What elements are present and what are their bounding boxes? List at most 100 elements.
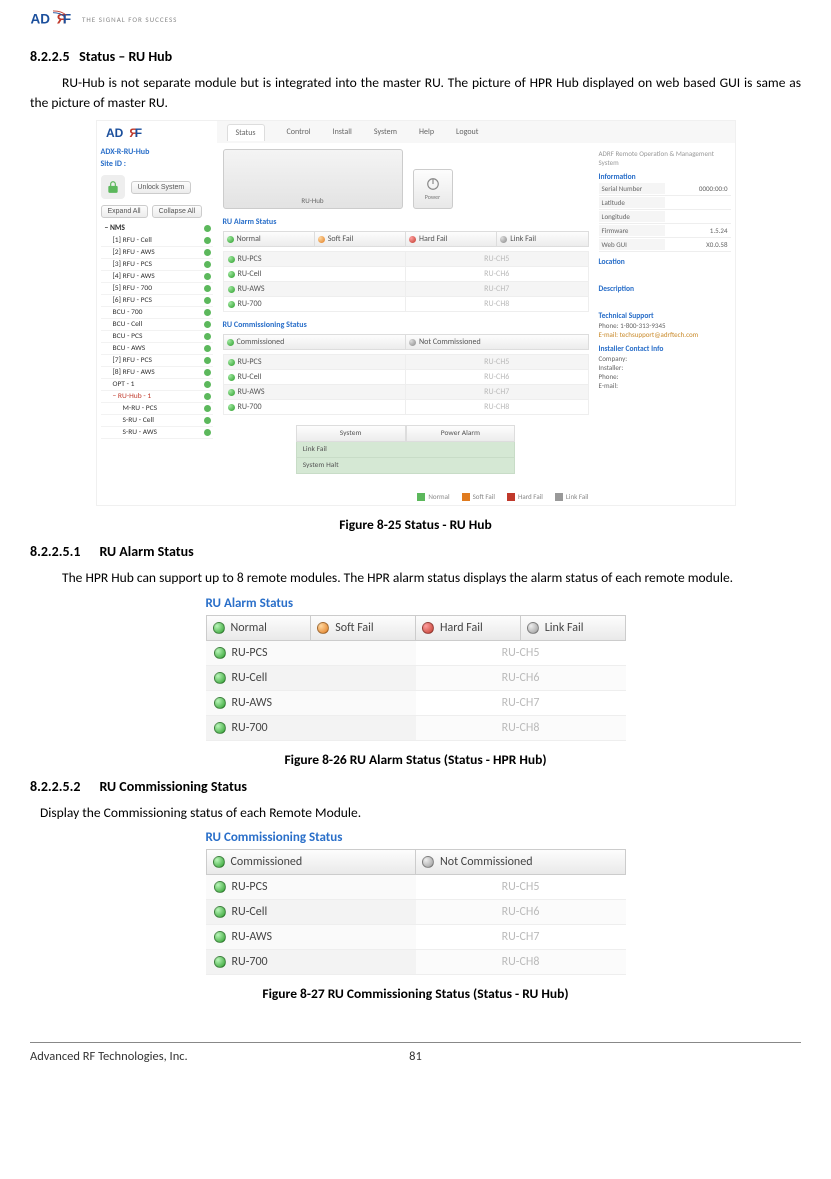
- nav-tree: − NMS [1] RFU - Cell[2] RFU - AWS[3] RFU…: [101, 222, 213, 439]
- info-panel: ADRF Remote Operation & Management Syste…: [595, 145, 735, 505]
- footer-company: Advanced RF Technologies, Inc.: [30, 1049, 287, 1064]
- section-heading-82252: 8.2.2.5.2 RU Commissioning Status: [30, 778, 801, 795]
- data-cell: RU-PCS: [206, 641, 416, 666]
- tree-item[interactable]: BCU - Cell: [101, 319, 213, 331]
- hdr-commissioned: Commissioned: [237, 337, 285, 347]
- sys-head-system: System: [296, 425, 406, 442]
- status-cell: RU-Cell: [224, 370, 407, 385]
- alarm-header-row: Normal Soft Fail Hard Fail Link Fail: [223, 231, 589, 247]
- figure-8-26: RU Alarm Status NormalSoft FailHard Fail…: [30, 596, 801, 741]
- tree-item[interactable]: [4] RFU - AWS: [101, 271, 213, 283]
- data-cell-disabled: RU-CH7: [416, 691, 626, 716]
- comm-header-row: Commissioned Not Commissioned: [223, 334, 589, 350]
- nav-tabs: Status Control Install System Help Logou…: [217, 121, 735, 143]
- header-cell: Commissioned: [206, 849, 417, 875]
- info-header: ADRF Remote Operation & Management Syste…: [599, 149, 731, 167]
- section-title: Status – RU Hub: [79, 48, 172, 65]
- status-cell-disabled: RU-CH6: [406, 267, 589, 282]
- info-row: Latitude: [599, 196, 731, 210]
- tree-item-selected[interactable]: − RU-Hub - 1: [101, 391, 213, 403]
- legend-normal: Normal: [428, 492, 449, 501]
- location-title: Location: [599, 258, 731, 267]
- data-cell-disabled: RU-CH5: [416, 641, 626, 666]
- ru-comm-title: RU Commissioning Status: [223, 320, 589, 330]
- header-cell: Soft Fail: [311, 615, 416, 641]
- tree-item[interactable]: [3] RFU - PCS: [101, 259, 213, 271]
- adrf-logo-small: AD R F: [101, 125, 151, 141]
- status-cell-disabled: RU-CH7: [406, 385, 589, 400]
- status-cell-disabled: RU-CH5: [406, 355, 589, 370]
- logo-tagline: THE SIGNAL FOR SUCCESS: [82, 15, 177, 24]
- tree-item[interactable]: OPT - 1: [101, 379, 213, 391]
- status-cell-disabled: RU-CH6: [406, 370, 589, 385]
- ru-hub-label: RU-Hub: [301, 196, 323, 205]
- tree-subitem[interactable]: S-RU - AWS: [101, 427, 213, 439]
- status-cell-disabled: RU-CH8: [406, 297, 589, 312]
- data-cell: RU-Cell: [206, 900, 416, 925]
- lock-icon: [101, 175, 125, 199]
- figure-8-27: RU Commissioning Status CommissionedNot …: [30, 830, 801, 975]
- section-heading-8225: 8.2.2.5 Status – RU Hub: [30, 48, 801, 65]
- status-cell-disabled: RU-CH5: [406, 252, 589, 267]
- tree-head-label: NMS: [110, 224, 125, 233]
- status-cell: RU-Cell: [224, 267, 407, 282]
- page-footer: Advanced RF Technologies, Inc. 81: [30, 1042, 801, 1064]
- status-cell-disabled: RU-CH7: [406, 282, 589, 297]
- tree-item[interactable]: [1] RFU - Cell: [101, 235, 213, 247]
- section-82251-para: The HPR Hub can support up to 8 remote m…: [30, 568, 801, 588]
- status-cell: RU-AWS: [224, 385, 407, 400]
- tree-item[interactable]: [8] RFU - AWS: [101, 367, 213, 379]
- info-row: Firmware1.5.24: [599, 224, 731, 238]
- tree-subitem[interactable]: S-RU - Cell: [101, 415, 213, 427]
- status-cell: RU-700: [224, 297, 407, 312]
- data-cell: RU-AWS: [206, 691, 416, 716]
- svg-text:AD: AD: [106, 126, 124, 140]
- legend-hardfail: Hard Fail: [518, 492, 543, 501]
- info-row: Serial Number0000:00:0: [599, 182, 731, 196]
- power-button[interactable]: Power: [413, 169, 453, 209]
- adrf-logo: AD R F: [30, 10, 76, 28]
- header-cell: Hard Fail: [416, 615, 521, 641]
- installer-line: Installer:: [599, 363, 731, 372]
- collapse-all-button[interactable]: Collapse All: [152, 205, 203, 218]
- figure-8-25: AD R F Status Control Install System Hel…: [30, 120, 801, 506]
- unlock-button[interactable]: Unlock System: [131, 181, 192, 194]
- tree-item[interactable]: BCU - AWS: [101, 343, 213, 355]
- desc-title: Description: [599, 285, 731, 294]
- installer-title: Installer Contact Info: [599, 345, 731, 354]
- installer-line: Company:: [599, 354, 731, 363]
- tab-logout[interactable]: Logout: [456, 127, 478, 137]
- hdr-softfail: Soft Fail: [328, 234, 354, 244]
- tab-status[interactable]: Status: [227, 124, 265, 141]
- header-cell: Link Fail: [521, 615, 626, 641]
- tree-item[interactable]: [5] RFU - 700: [101, 283, 213, 295]
- section-num: 8.2.2.5.1: [30, 543, 80, 560]
- tab-install[interactable]: Install: [333, 127, 352, 137]
- svg-text:F: F: [134, 126, 141, 140]
- tab-system[interactable]: System: [374, 127, 397, 137]
- tree-item[interactable]: [6] RFU - PCS: [101, 295, 213, 307]
- tab-help[interactable]: Help: [419, 127, 434, 137]
- installer-line: E-mail:: [599, 381, 731, 390]
- data-cell-disabled: RU-CH8: [416, 950, 626, 975]
- tree-item[interactable]: BCU - 700: [101, 307, 213, 319]
- legend: Normal Soft Fail Hard Fail Link Fail: [223, 492, 589, 501]
- tree-item[interactable]: [7] RFU - PCS: [101, 355, 213, 367]
- status-cell-disabled: RU-CH8: [406, 400, 589, 415]
- sys-row-syshalt: System Halt: [296, 458, 516, 474]
- tab-control[interactable]: Control: [287, 127, 311, 137]
- sys-head-power: Power Alarm: [406, 425, 516, 442]
- legend-linkfail: Link Fail: [566, 492, 589, 501]
- legend-softfail: Soft Fail: [473, 492, 495, 501]
- tech-email: E-mail: techsupport@adrftech.com: [599, 330, 731, 339]
- status-cell: RU-PCS: [224, 355, 407, 370]
- tree-item[interactable]: [2] RFU - AWS: [101, 247, 213, 259]
- figure-8-26-caption: Figure 8-26 RU Alarm Status (Status - HP…: [30, 751, 801, 768]
- data-cell-disabled: RU-CH6: [416, 666, 626, 691]
- hdr-notcommissioned: Not Commissioned: [419, 337, 481, 347]
- tree-item[interactable]: BCU - PCS: [101, 331, 213, 343]
- expand-all-button[interactable]: Expand All: [101, 205, 148, 218]
- tree-subitem[interactable]: M-RU - PCS: [101, 403, 213, 415]
- power-label: Power: [425, 193, 440, 201]
- section-heading-82251: 8.2.2.5.1 RU Alarm Status: [30, 543, 801, 560]
